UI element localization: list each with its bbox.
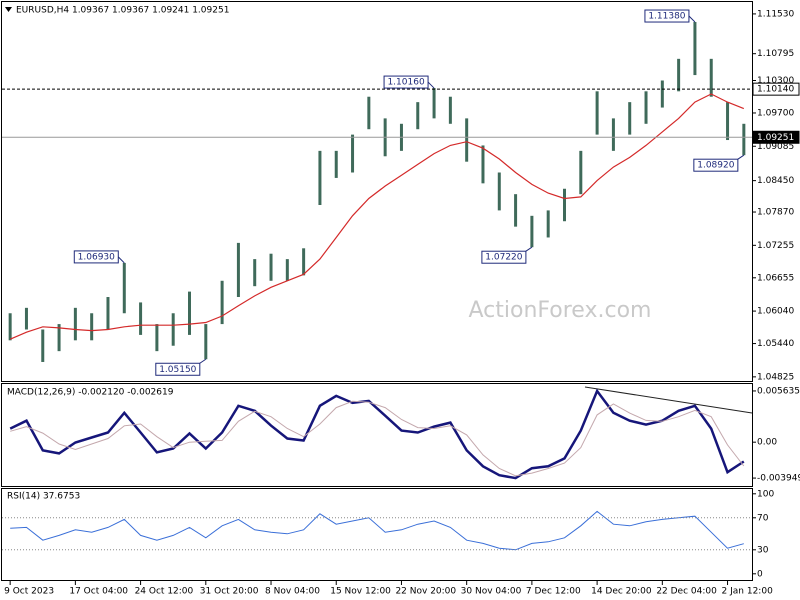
annotation-label: 1.10160 — [387, 78, 424, 88]
price-level-label: 1.10140 — [757, 85, 794, 95]
watermark: ActionForex.com — [469, 298, 652, 323]
y-tick-label: 1.09085 — [757, 142, 794, 152]
x-tick-label: 31 Oct 20:00 — [200, 587, 259, 597]
annotation-leader — [117, 256, 125, 264]
menu-arrow — [5, 7, 12, 12]
annotation-box — [73, 250, 119, 264]
indicator-line — [10, 510, 744, 551]
y-tick-label: 1.10795 — [757, 49, 794, 59]
y-tick-label: 1.07870 — [757, 208, 794, 218]
annotation-label: 1.05150 — [159, 365, 196, 375]
annotation-leader — [737, 154, 745, 160]
y-tick-label: 1.08450 — [757, 176, 794, 186]
annotation-box — [155, 362, 201, 376]
annotation-leader — [688, 15, 696, 23]
y-tick-label: 30 — [757, 545, 769, 555]
annotation-label: 1.08920 — [697, 161, 734, 171]
x-tick-label: 15 Nov 12:00 — [330, 587, 391, 597]
x-tick-label: 22 Dec 04:00 — [656, 587, 717, 597]
x-tick-label: 22 Nov 20:00 — [395, 587, 456, 597]
y-tick-label: 1.09700 — [757, 108, 794, 118]
annotation-label: 1.11380 — [648, 12, 685, 22]
x-tick-label: 14 Dec 20:00 — [591, 587, 652, 597]
annotation-label: 1.07220 — [485, 253, 522, 263]
y-tick-label: 70 — [757, 513, 769, 523]
rsi-frame — [1, 488, 753, 581]
x-tick-label: 2 Jan 12:00 — [722, 587, 774, 597]
y-tick-label: 0 — [757, 569, 763, 579]
annotation-leader — [199, 358, 207, 364]
macd-frame — [1, 383, 753, 487]
price-header: EURUSD,H4 1.09367 1.09367 1.09241 1.0925… — [16, 6, 229, 16]
moving-average — [9, 93, 745, 340]
y-tick-label: 0.00 — [757, 438, 777, 448]
annotation-box — [383, 75, 429, 89]
y-tick-label: 1.11530 — [757, 9, 794, 19]
y-tick-label: 1.04825 — [757, 372, 794, 382]
annotation-box — [481, 250, 527, 264]
annotation-leader — [427, 81, 435, 89]
y-tick-label: 100 — [757, 489, 774, 499]
annotation-box — [693, 158, 739, 172]
macd-header: MACD(12,26,9) -0.002120 -0.002619 — [7, 388, 174, 398]
price-frame — [1, 1, 753, 382]
y-tick-label: 1.10300 — [757, 76, 794, 86]
x-tick-label: 8 Nov 04:00 — [265, 587, 320, 597]
x-tick-label: 7 Dec 12:00 — [526, 587, 581, 597]
y-tick-label: 1.06040 — [757, 307, 794, 317]
annotation-box — [644, 9, 690, 23]
x-tick-label: 9 Oct 2023 — [4, 587, 54, 597]
x-tick-label: 24 Oct 12:00 — [135, 587, 194, 597]
price-level-box — [752, 82, 800, 96]
y-tick-label: -0.003949 — [757, 474, 800, 484]
x-tick-label: 17 Oct 04:00 — [69, 587, 128, 597]
price-level-label: 1.09251 — [757, 133, 794, 143]
annotation-label: 1.06930 — [78, 252, 115, 262]
rsi-header: RSI(14) 37.6753 — [7, 492, 80, 502]
frames — [1, 1, 753, 581]
y-tick-label: 1.05440 — [757, 339, 794, 349]
y-tick-label: 0.005635 — [757, 386, 800, 396]
price-level-box — [752, 130, 800, 144]
y-tick-label: 1.07255 — [757, 241, 794, 251]
annotation-leader — [525, 246, 533, 252]
x-tick-label: 30 Nov 04:00 — [461, 587, 522, 597]
indicator-line — [9, 388, 745, 480]
y-tick-label: 1.06655 — [757, 273, 794, 283]
trendline — [584, 386, 753, 414]
indicator-line — [10, 400, 745, 477]
